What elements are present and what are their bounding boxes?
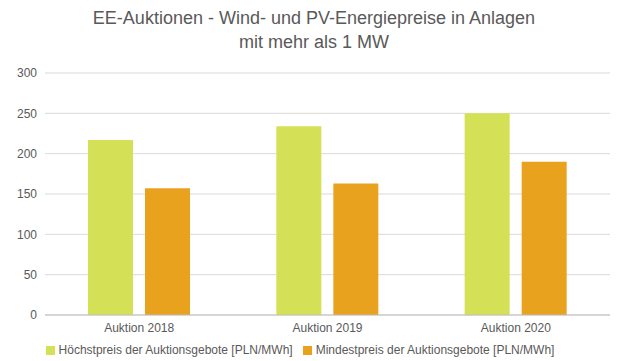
svg-text:Auktion 2018: Auktion 2018 — [104, 321, 174, 335]
svg-text:Auktion 2020: Auktion 2020 — [481, 321, 551, 335]
svg-text:50: 50 — [24, 268, 38, 282]
svg-text:150: 150 — [17, 187, 37, 201]
html-text:Mindestpreis der Auktionsgebot: Mindestpreis der Auktionsgebote [PLN/MWh… — [315, 343, 555, 357]
html-text:Höchstpreis der Auktionsgebote: Höchstpreis der Auktionsgebote [PLN/MWh] — [58, 343, 293, 357]
svg-text:0: 0 — [30, 308, 37, 322]
svg-text:100: 100 — [17, 228, 37, 242]
svg-text:200: 200 — [17, 147, 37, 161]
html-text:EE-Auktionen - Wind- und PV-En: EE-Auktionen - Wind- und PV-Energiepreis… — [92, 8, 536, 52]
svg-text:300: 300 — [17, 66, 37, 80]
svg-text:250: 250 — [17, 107, 37, 121]
svg-text:Auktion 2019: Auktion 2019 — [292, 321, 362, 335]
